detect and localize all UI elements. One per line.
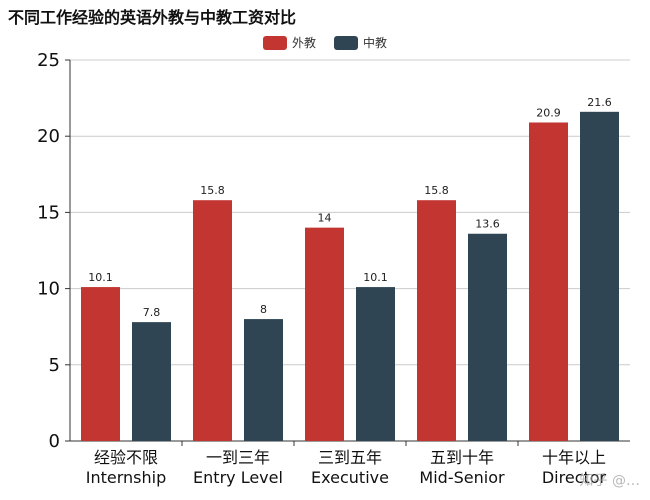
bar — [529, 122, 568, 441]
bar — [305, 227, 344, 441]
legend-swatch-chinese — [334, 35, 358, 50]
data-label: 7.8 — [143, 306, 161, 319]
bar — [193, 200, 232, 441]
x-tick-label: 十年以上 Director — [542, 448, 607, 487]
data-label: 10.1 — [88, 271, 113, 284]
x-tick-label-line: Internship — [86, 468, 167, 487]
legend-item-chinese[interactable]: 中教 — [334, 34, 387, 51]
data-label: 15.8 — [200, 184, 225, 197]
legend-item-foreign[interactable]: 外教 — [262, 34, 316, 51]
legend-swatch-foreign — [262, 35, 287, 50]
x-tick-label-line: Mid-Senior — [419, 468, 505, 487]
y-tick-label: 0 — [49, 431, 60, 452]
y-tick-label: 25 — [37, 50, 60, 71]
data-label: 13.6 — [475, 218, 500, 231]
x-tick-label-line: Executive — [311, 468, 389, 487]
x-tick-label-line: Entry Level — [193, 468, 283, 487]
y-tick-label: 15 — [37, 202, 60, 223]
x-tick-label-line: 一到三年 — [206, 448, 270, 467]
x-tick-label-line: Director — [542, 468, 607, 487]
y-tick-label: 10 — [37, 279, 60, 300]
x-tick-label: 五到十年 Mid-Senior — [419, 448, 505, 487]
data-label: 8 — [260, 303, 267, 316]
y-tick-label: 20 — [37, 126, 60, 147]
chart-title: 不同工作经验的英语外教与中教工资对比 — [8, 8, 297, 27]
x-tick-label-line: 经验不限 — [94, 448, 158, 467]
bar — [468, 233, 507, 441]
data-label: 21.6 — [587, 96, 612, 109]
bar — [81, 287, 120, 441]
legend-label-foreign: 外教 — [291, 36, 316, 50]
x-tick-label: 经验不限 Internship — [86, 448, 167, 487]
data-label: 14 — [318, 212, 332, 225]
watermark: 知乎 @… — [579, 473, 640, 489]
bar — [417, 200, 456, 441]
legend: 外教 中教 — [0, 34, 650, 51]
bar — [244, 319, 283, 441]
x-tick-label-line: 三到五年 — [318, 448, 382, 467]
x-tick-label: 一到三年 Entry Level — [193, 448, 283, 487]
legend-label-chinese: 中教 — [363, 36, 388, 50]
data-label: 15.8 — [424, 184, 449, 197]
x-tick-label-line: 五到十年 — [430, 448, 494, 467]
y-tick-label: 5 — [49, 355, 60, 376]
bar — [580, 111, 619, 441]
bar — [356, 287, 395, 441]
data-label: 20.9 — [536, 106, 561, 119]
bar — [132, 322, 171, 441]
x-tick-label-line: 十年以上 — [542, 448, 606, 467]
data-label: 10.1 — [363, 271, 388, 284]
x-tick-label: 三到五年 Executive — [311, 448, 389, 487]
